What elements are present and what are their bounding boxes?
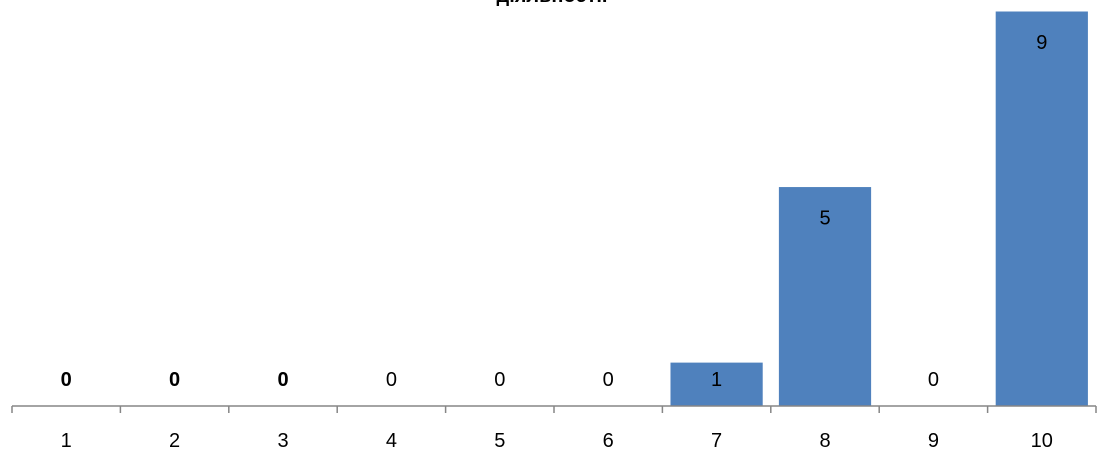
x-tick-label-8: 8 xyxy=(819,430,830,452)
data-label-1: 0 xyxy=(61,369,72,391)
x-tick-label-2: 2 xyxy=(169,430,180,452)
bar-8 xyxy=(777,186,873,407)
data-label-5: 0 xyxy=(494,369,505,391)
bars-group xyxy=(669,10,1089,407)
data-labels-group: 0 0 0 0 0 0 1 5 0 9 xyxy=(61,32,1048,391)
data-label-8: 5 xyxy=(819,208,830,230)
data-label-2: 0 xyxy=(169,369,180,391)
x-tick-label-9: 9 xyxy=(928,430,939,452)
x-axis xyxy=(11,405,1097,413)
x-tick-label-4: 4 xyxy=(386,430,397,452)
data-label-6: 0 xyxy=(603,369,614,391)
x-tick-labels-group: 1 2 3 4 5 6 7 8 9 10 xyxy=(61,430,1053,452)
data-label-7: 1 xyxy=(711,369,722,391)
data-label-9: 0 xyxy=(928,369,939,391)
x-tick-label-6: 6 xyxy=(603,430,614,452)
bar-10 xyxy=(994,10,1089,407)
x-tick-label-1: 1 xyxy=(61,430,72,452)
x-tick-label-7: 7 xyxy=(711,430,722,452)
data-label-3: 0 xyxy=(277,369,288,391)
chart-title: діяльності. xyxy=(0,0,1104,8)
data-label-4: 0 xyxy=(386,369,397,391)
x-tick-label-5: 5 xyxy=(494,430,505,452)
data-label-10: 9 xyxy=(1036,32,1047,54)
x-tick-label-10: 10 xyxy=(1031,430,1053,452)
x-tick-label-3: 3 xyxy=(277,430,288,452)
